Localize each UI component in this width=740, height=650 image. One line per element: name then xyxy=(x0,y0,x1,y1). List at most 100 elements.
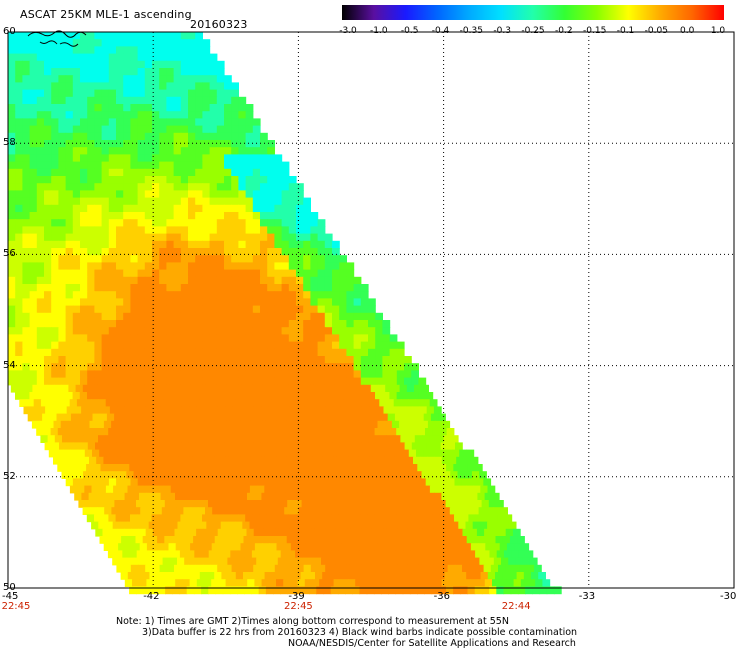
swath-cell xyxy=(180,327,189,335)
swath-cell xyxy=(129,464,138,472)
swath-cell xyxy=(15,68,23,76)
swath-cell xyxy=(192,485,201,494)
swath-cell xyxy=(159,240,167,249)
swath-cell xyxy=(238,226,247,235)
swath-cell xyxy=(169,557,178,566)
swath-cell xyxy=(15,356,23,364)
swath-cell xyxy=(281,341,290,350)
swath-cell xyxy=(101,478,110,487)
swath-cell xyxy=(144,341,153,350)
swath-cell xyxy=(152,312,160,321)
swath-cell xyxy=(224,262,232,271)
swath-cell xyxy=(182,543,191,551)
swath-cell xyxy=(86,514,95,523)
swath-cell xyxy=(36,212,45,220)
swath-cell xyxy=(44,75,52,83)
swath-cell xyxy=(231,118,239,127)
swath-cell xyxy=(166,39,175,47)
swath-cell xyxy=(83,471,91,479)
swath-cell xyxy=(44,255,52,263)
swath-cell xyxy=(87,68,95,76)
swath-cell xyxy=(245,104,254,112)
swath-cell xyxy=(199,572,208,580)
swath-cell xyxy=(327,507,336,515)
swath-cell xyxy=(353,370,362,379)
swath-cell xyxy=(101,348,110,357)
swath-cell xyxy=(307,521,315,530)
swath-cell xyxy=(65,327,74,335)
swath-cell xyxy=(281,161,290,170)
swath-cell xyxy=(226,543,234,551)
swath-cell xyxy=(437,449,446,458)
swath-cell xyxy=(224,212,232,220)
swath-cell xyxy=(304,406,313,415)
swath-cell xyxy=(429,485,438,494)
swath-cell xyxy=(173,284,182,292)
swath-cell xyxy=(238,269,247,278)
swath-cell xyxy=(430,536,439,544)
swath-cell xyxy=(355,579,363,587)
swath-cell xyxy=(408,449,417,458)
swath-cell xyxy=(245,255,254,263)
swath-cell xyxy=(8,161,16,170)
swath-cell xyxy=(180,269,189,278)
swath-cell xyxy=(340,579,349,587)
swath-cell xyxy=(391,492,399,501)
swath-cell xyxy=(200,500,209,508)
swath-cell xyxy=(108,363,117,371)
swath-cell xyxy=(252,118,261,127)
swath-cell xyxy=(170,485,179,494)
swath-cell xyxy=(65,284,74,292)
swath-cell xyxy=(53,420,62,429)
swath-cell xyxy=(60,456,68,465)
swath-cell xyxy=(231,89,239,98)
swath-cell xyxy=(258,586,267,595)
swath-cell xyxy=(173,291,182,299)
swath-cell xyxy=(266,514,275,523)
swath-cell xyxy=(280,586,289,595)
swath-cell xyxy=(376,579,385,587)
swath-cell xyxy=(123,212,131,220)
swath-cell xyxy=(487,572,496,580)
swath-cell xyxy=(286,572,294,580)
swath-cell xyxy=(332,248,340,256)
swath-cell xyxy=(65,132,74,141)
swath-cell xyxy=(288,190,297,199)
swath-cell xyxy=(108,248,117,256)
swath-cell xyxy=(324,305,333,314)
swath-cell xyxy=(321,435,329,443)
swath-cell xyxy=(116,363,124,371)
swath-cell xyxy=(418,564,427,573)
swath-cell xyxy=(202,392,210,400)
swath-cell xyxy=(339,356,347,364)
swath-cell xyxy=(416,536,425,544)
swath-cell xyxy=(152,226,160,235)
swath-cell xyxy=(105,435,113,443)
swath-cell xyxy=(123,320,131,328)
swath-cell xyxy=(364,521,373,530)
swath-cell xyxy=(305,543,314,551)
swath-cell xyxy=(372,485,381,494)
swath-cell xyxy=(94,140,103,148)
swath-cell xyxy=(65,154,74,163)
swath-cell xyxy=(95,406,104,415)
swath-cell xyxy=(252,197,261,206)
swath-cell xyxy=(15,269,23,278)
swath-cell xyxy=(252,233,261,242)
swath-cell xyxy=(137,190,146,199)
swath-cell xyxy=(283,492,291,501)
swath-cell xyxy=(72,327,81,335)
swath-cell xyxy=(152,68,160,76)
swath-cell xyxy=(433,528,442,537)
swath-cell xyxy=(166,370,175,379)
swath-cell xyxy=(108,75,117,83)
swath-cell xyxy=(429,435,437,443)
swath-cell xyxy=(246,528,255,537)
swath-cell xyxy=(130,140,139,148)
swath-cell xyxy=(65,478,74,487)
swath-cell xyxy=(51,75,59,83)
swath-cell xyxy=(274,284,283,292)
swath-cell xyxy=(368,528,377,537)
swath-cell xyxy=(94,96,103,105)
swath-cell xyxy=(44,327,52,335)
